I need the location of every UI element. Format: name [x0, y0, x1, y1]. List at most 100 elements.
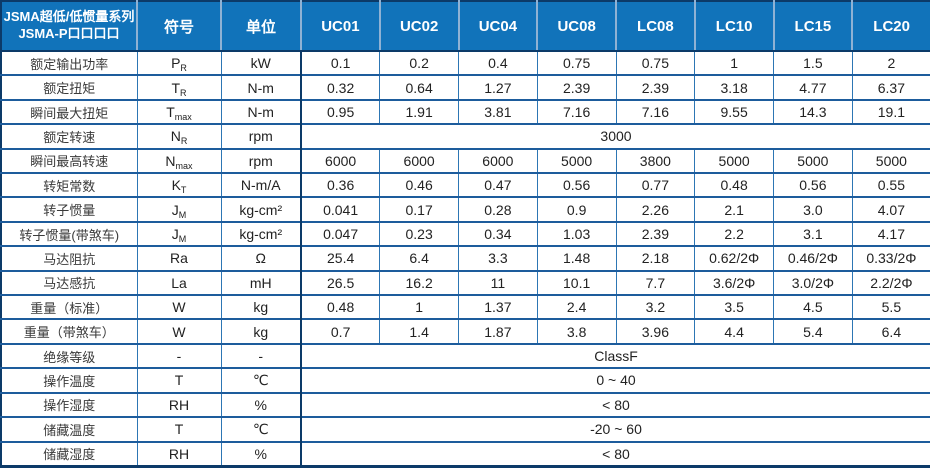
symbol-subscript: M — [178, 209, 187, 220]
row-value: 0.34 — [458, 220, 538, 247]
row-value: 2.39 — [536, 74, 616, 100]
table-row: 转子惯量(带煞车) JM kg-cm² 0.047 0.23 0.34 1.03 2.39 2.… — [1, 220, 930, 247]
symbol-column-header: 符号 — [136, 1, 221, 52]
row-label: 额定转速 — [1, 123, 137, 149]
unit-column-header: 单位 — [220, 1, 301, 52]
row-value: 7.7 — [615, 269, 695, 296]
row-value: 4.07 — [851, 196, 930, 222]
symbol-base: W — [172, 323, 186, 340]
row-label: 转子惯量(带煞车) — [1, 220, 137, 247]
row-value: 0.77 — [615, 172, 695, 198]
row-value: 3800 — [615, 147, 695, 174]
row-value: 1 — [379, 294, 459, 320]
row-unit: ℃ — [220, 367, 302, 393]
row-value: 1.5 — [773, 51, 853, 76]
row-label: 绝缘等级 — [1, 342, 137, 369]
row-value: 1.87 — [458, 318, 538, 344]
row-value: 2.2 — [694, 220, 774, 247]
symbol-base: J — [171, 201, 179, 218]
row-value: 5000 — [536, 147, 616, 174]
row-value: 0.4 — [458, 51, 538, 76]
row-unit: N-m — [220, 98, 302, 125]
row-value: 0.041 — [300, 196, 380, 222]
row-symbol: T — [136, 367, 221, 393]
row-unit: % — [220, 391, 302, 418]
row-label: 转子惯量 — [1, 196, 137, 222]
symbol-base: K — [171, 177, 181, 194]
row-value: 1.48 — [536, 245, 616, 271]
row-value: 7.16 — [615, 98, 695, 125]
model-column-header-lc20: LC20 — [851, 1, 930, 52]
row-unit: kg — [220, 294, 302, 320]
row-value: 0.1 — [300, 51, 380, 76]
symbol-subscript: R — [180, 136, 188, 147]
row-unit: kg-cm² — [220, 220, 302, 247]
row-value: 0.47 — [458, 172, 538, 198]
model-column-header-uc01: UC01 — [300, 1, 380, 52]
row-value: 16.2 — [379, 269, 459, 296]
row-value: 0.047 — [300, 220, 380, 247]
table-row: 转矩常数 KT N-m/A 0.36 0.46 0.47 0.56 0.77 0.48 0.56 0… — [1, 172, 930, 198]
row-symbol: RH — [136, 440, 221, 467]
row-unit: kg — [220, 318, 302, 344]
series-title-line1: JSMA超低/低惯量系列 — [3, 9, 135, 25]
row-label: 储藏湿度 — [1, 440, 137, 467]
row-value: 0.32 — [300, 74, 380, 100]
symbol-base: T — [174, 421, 184, 438]
row-value: 2.26 — [615, 196, 695, 222]
row-unit: kg-cm² — [220, 196, 302, 222]
row-value: 0.48 — [694, 172, 774, 198]
row-value: 3.5 — [694, 294, 774, 320]
row-value: 3.0 — [773, 196, 853, 222]
table-row: 瞬间最大扭矩 Tmax N-m 0.95 1.91 3.81 7.16 7.16 9.55 14.… — [1, 98, 930, 125]
model-column-header-uc02: UC02 — [378, 1, 459, 52]
table-row: 额定扭矩 TR N-m 0.32 0.64 1.27 2.39 2.39 3.18 4.77 6.3… — [1, 74, 930, 100]
row-symbol: PR — [136, 51, 221, 76]
row-symbol: Nmax — [136, 147, 221, 174]
row-value: 0.36 — [300, 172, 380, 198]
symbol-base: W — [172, 299, 186, 316]
row-value: 7.16 — [536, 98, 616, 125]
row-merged-value: 3000 — [300, 123, 930, 149]
row-label: 瞬间最高转速 — [1, 147, 137, 174]
row-label: 储藏温度 — [1, 416, 137, 442]
row-value: 3.6/2Φ — [694, 269, 774, 296]
row-symbol: RH — [136, 391, 221, 418]
table-row: 额定转速 NR rpm 3000 — [1, 123, 930, 149]
row-value: 6.4 — [379, 245, 459, 271]
row-value: 3.96 — [615, 318, 695, 344]
row-symbol: JM — [136, 220, 221, 247]
row-value: 0.7 — [300, 318, 380, 344]
row-value: 0.33/2Φ — [851, 245, 930, 271]
row-symbol: T — [136, 416, 221, 442]
row-value: 0.46 — [379, 172, 459, 198]
row-value: 4.77 — [773, 74, 853, 100]
row-value: 5000 — [851, 147, 930, 174]
row-merged-value: 0 ~ 40 — [300, 367, 930, 393]
row-value: 19.1 — [851, 98, 930, 125]
series-title-cell: JSMA超低/低惯量系列 JSMA-P口口口口 — [1, 1, 137, 52]
table-row: 额定输出功率 PR kW 0.1 0.2 0.4 0.75 0.75 1 1.5 2 — [1, 51, 930, 76]
row-label: 马达阻抗 — [1, 245, 137, 271]
row-merged-value: ClassF — [300, 342, 930, 369]
row-value: 6.4 — [851, 318, 930, 344]
table-row: 马达阻抗 Ra Ω 25.4 6.4 3.3 1.48 2.18 0.62/2Φ 0.46/2Φ 0… — [1, 245, 930, 271]
row-value: 1.4 — [379, 318, 459, 344]
row-label: 瞬间最大扭矩 — [1, 98, 137, 125]
row-unit: N-m/A — [220, 172, 302, 198]
row-value: 1 — [694, 51, 774, 76]
row-unit: - — [220, 342, 302, 369]
row-value: 0.48 — [300, 294, 380, 320]
row-value: 6.37 — [851, 74, 930, 100]
row-value: 3.0/2Φ — [773, 269, 853, 296]
row-value: 0.2 — [379, 51, 459, 76]
table-row: 操作湿度 RH% < 80 — [1, 391, 930, 418]
row-value: 0.95 — [300, 98, 380, 125]
row-value: 6000 — [300, 147, 380, 174]
row-symbol: Ra — [136, 245, 221, 271]
table-row: 绝缘等级 - - ClassF — [1, 342, 930, 369]
row-value: 0.28 — [458, 196, 538, 222]
symbol-base: La — [171, 274, 187, 291]
